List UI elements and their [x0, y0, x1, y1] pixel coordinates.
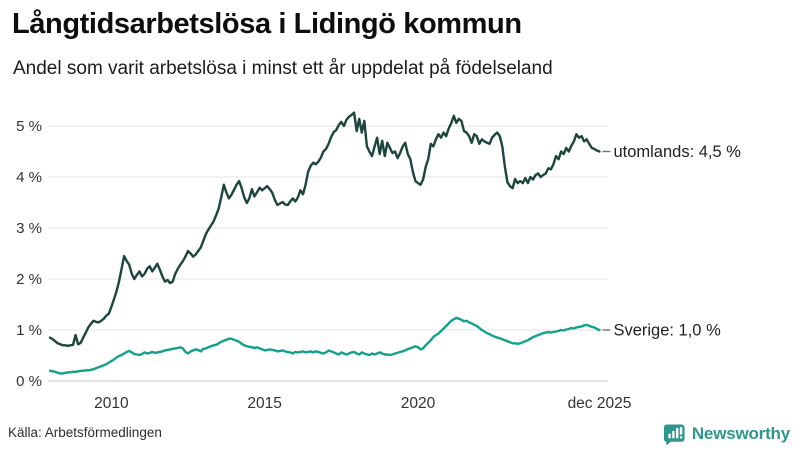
chart-title: Långtidsarbetslösa i Lidingö kommun — [12, 8, 522, 40]
x-axis-label: 2020 — [401, 395, 436, 412]
series-line-sverige — [48, 316, 601, 375]
y-axis-label: 5 % — [16, 118, 42, 135]
y-axis-label: 1 % — [16, 322, 42, 339]
series-end-label-utomlands: utomlands: 4,5 % — [613, 143, 741, 161]
newsworthy-icon — [663, 423, 685, 445]
y-axis-label: 4 % — [16, 169, 42, 186]
x-axis-label: 2010 — [94, 395, 129, 412]
y-axis-label: 2 % — [16, 271, 42, 288]
y-axis-label: 3 % — [16, 220, 42, 237]
chart-subtitle: Andel som varit arbetslösa i minst ett å… — [13, 58, 553, 79]
y-axis-label: 0 % — [16, 373, 42, 390]
series-end-label-sverige: Sverige: 1,0 % — [613, 322, 721, 340]
newsworthy-wordmark: Newsworthy — [691, 424, 790, 443]
newsworthy-logo[interactable]: Newsworthy — [663, 422, 790, 446]
x-axis-label: dec 2025 — [568, 395, 632, 412]
series-line-utomlands — [48, 111, 601, 347]
source-note: Källa: Arbetsförmedlingen — [8, 425, 162, 440]
x-axis-label: 2015 — [247, 395, 281, 412]
